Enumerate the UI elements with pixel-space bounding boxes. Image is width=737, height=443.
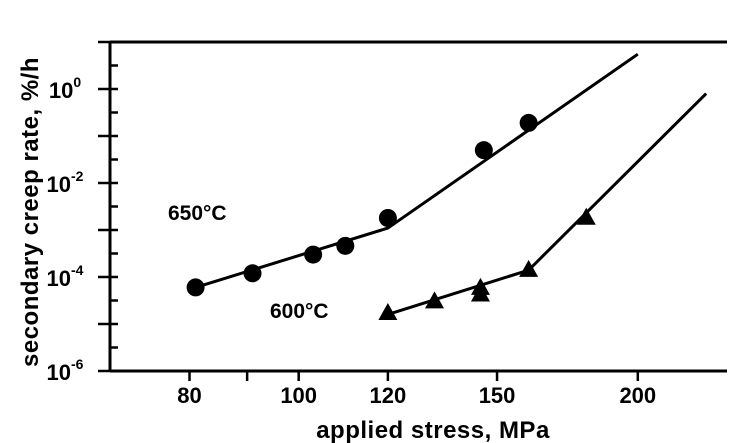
x-axis-label: applied stress, MPa <box>316 417 550 443</box>
point-650C-0 <box>186 278 205 297</box>
y-tick-label--2: 10-2 <box>47 168 84 197</box>
point-600C-0 <box>378 302 398 320</box>
y-axis-label: secondary creep rate, %/h <box>17 57 44 367</box>
data-markers <box>186 113 596 320</box>
annotation-650C: 650°C <box>168 202 227 225</box>
point-600C-3 <box>470 284 490 302</box>
y-axis-ticks: 10-6 10-4 10-2 100 <box>47 40 118 385</box>
annotation-600C: 600°C <box>270 300 329 323</box>
x-axis-ticks: 80 100 120 150 200 <box>177 371 656 408</box>
point-600C-1 <box>425 291 445 309</box>
fit-line-600C <box>387 92 708 316</box>
x-tick-label-120: 120 <box>370 383 407 408</box>
point-650C-1 <box>243 264 262 283</box>
point-650C-3 <box>336 236 355 255</box>
point-650C-4 <box>378 209 397 228</box>
point-600C-4 <box>519 259 539 277</box>
x-tick-label-80: 80 <box>177 383 201 408</box>
fit-line-650C <box>195 52 639 289</box>
point-650C-6 <box>519 113 538 132</box>
point-650C-2 <box>304 245 323 264</box>
annotations: 650°C 600°C <box>168 202 329 323</box>
y-tick-label--6: 10-6 <box>47 356 84 385</box>
point-650C-5 <box>474 141 493 160</box>
point-600C-5 <box>576 207 596 225</box>
x-tick-label-100: 100 <box>280 383 317 408</box>
x-tick-label-200: 200 <box>619 383 656 408</box>
y-tick-label-0: 100 <box>49 74 81 103</box>
x-tick-label-150: 150 <box>479 383 516 408</box>
fit-lines <box>195 52 708 316</box>
y-tick-label--4: 10-4 <box>47 262 84 291</box>
